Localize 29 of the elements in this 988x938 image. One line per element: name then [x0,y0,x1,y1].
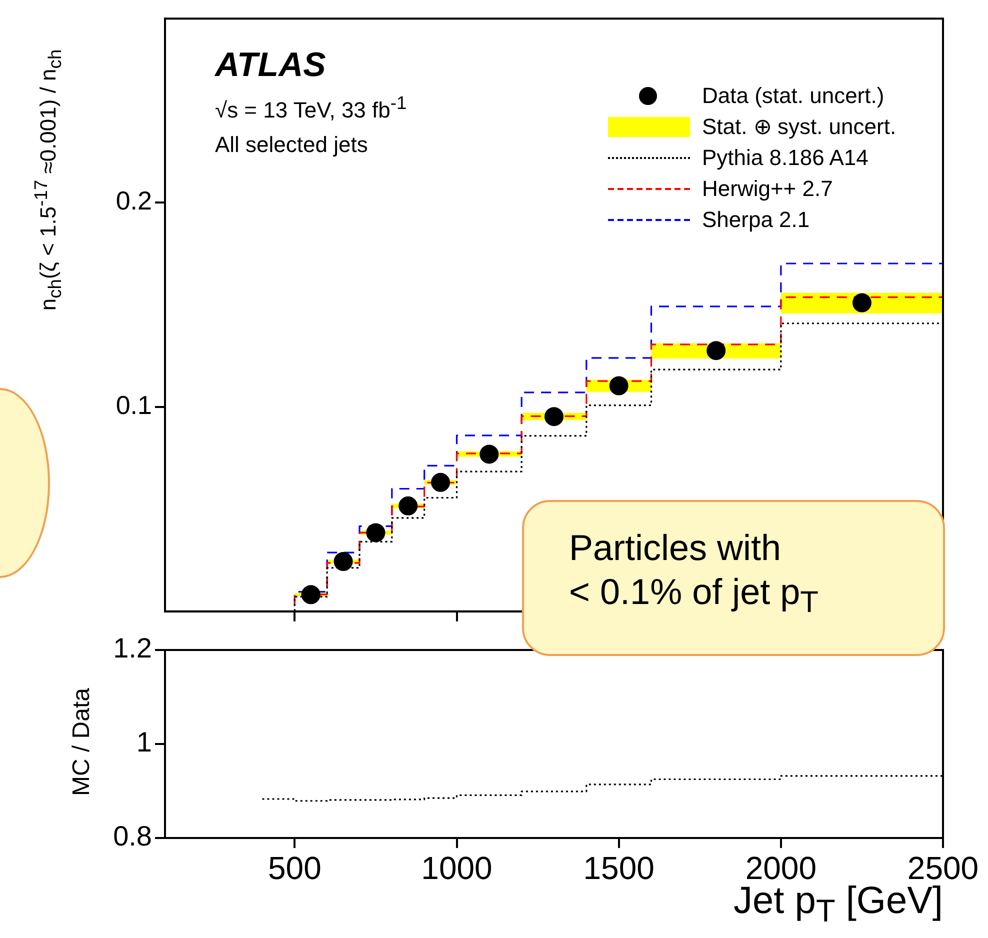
y-tick-label: 1.2 [113,632,152,664]
annotation: Particles with < 0.1% of jet p$_{T}$ [569,527,818,620]
y-tick-label: 1 [136,726,152,758]
callout-box: Particles with < 0.1% of jet p$_{T}$ [522,500,945,656]
point [431,472,450,492]
point [609,376,628,396]
point [852,293,872,312]
point [301,585,320,604]
x-tick-label: 500 [268,850,322,886]
x-tick-label: 1500 [583,850,654,886]
legend-label: Pythia 8.186 A14 [702,144,868,170]
y-axis-title: MC / Data [68,688,96,796]
point [334,552,353,572]
annotation: √s = 13 TeV, 33 fb$^{-1}$ [215,92,407,124]
point [480,444,499,464]
point [544,407,564,426]
x-tick-label: 1000 [421,850,492,886]
legend-label: Sherpa 2.1 [702,206,810,232]
point [366,523,386,542]
annotation: ATLAS [215,46,326,85]
legend-label: Herwig++ 2.7 [702,176,833,202]
annotation: All selected jets [215,132,368,158]
y-tick-label: 0.2 [116,186,152,216]
legend-label: Stat. ⊕ syst. uncert. [702,114,896,140]
point [398,496,418,516]
y-tick-label: 0.1 [116,390,152,420]
point [706,341,726,360]
y-tick-label: 0.8 [113,820,152,852]
legend-label: Data (stat. uncert.) [702,82,884,108]
